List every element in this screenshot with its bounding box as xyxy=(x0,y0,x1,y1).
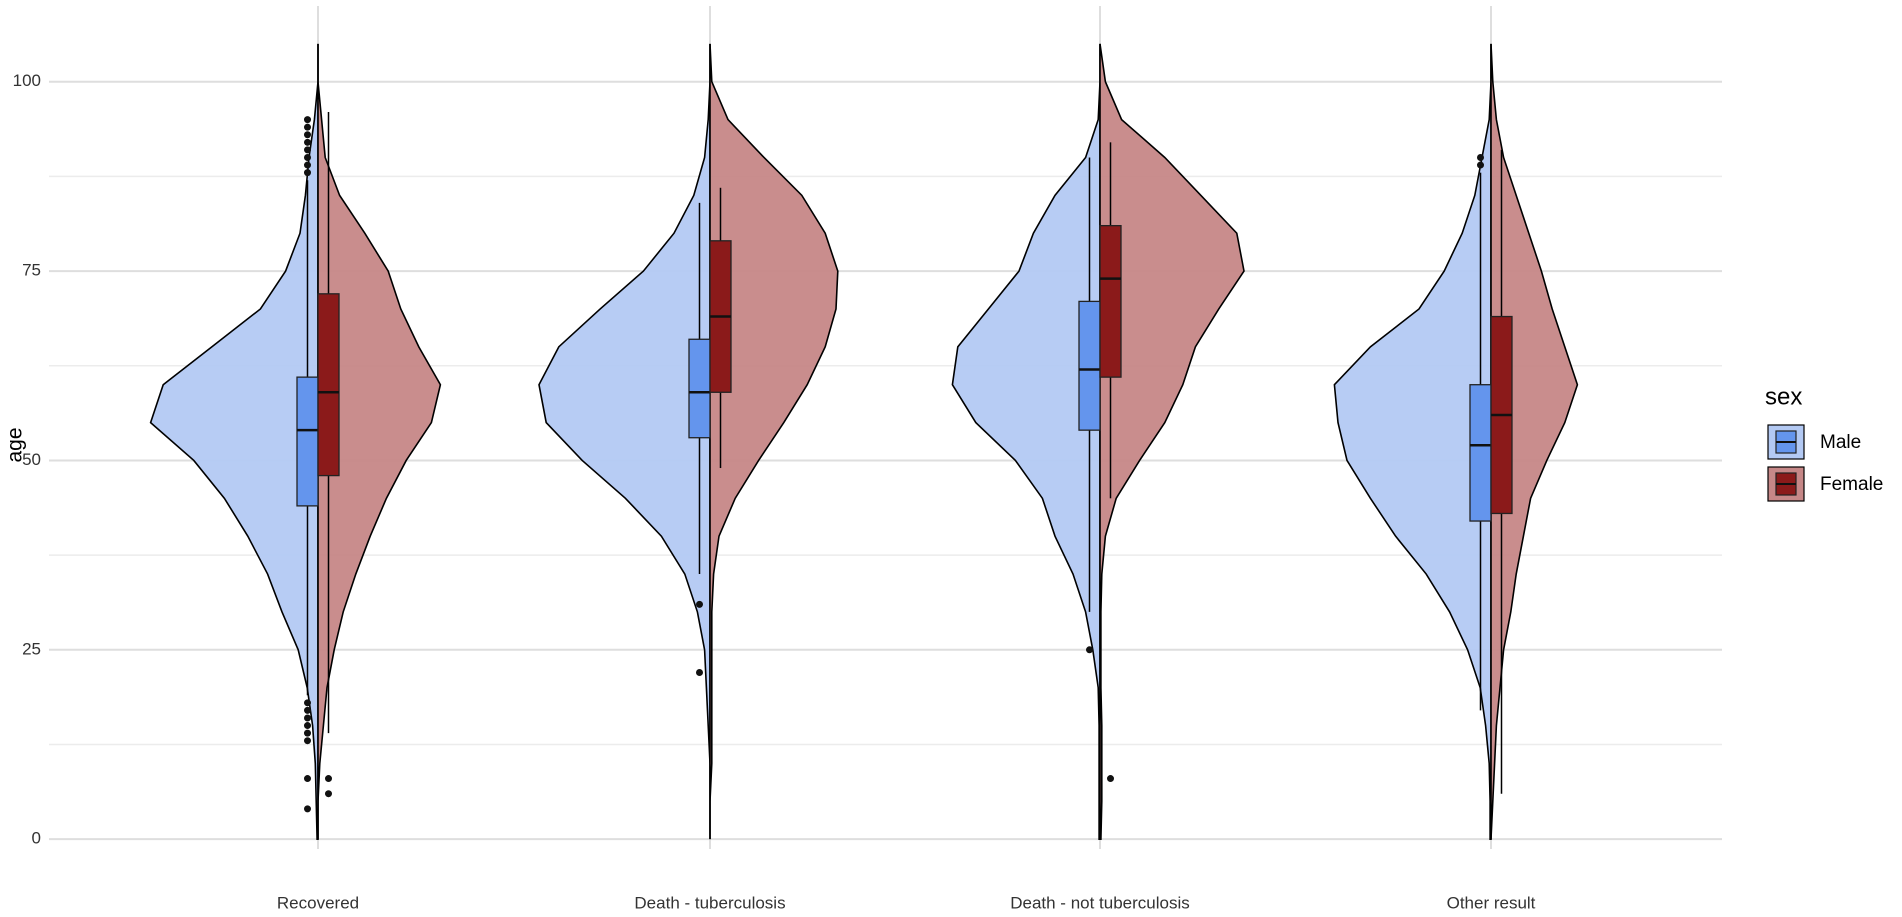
box xyxy=(688,338,711,439)
outlier xyxy=(1477,153,1484,161)
outlier xyxy=(696,600,703,608)
box xyxy=(317,293,340,477)
y-tick-label: 50 xyxy=(22,450,41,469)
y-axis-label: age xyxy=(4,427,27,462)
violin xyxy=(538,43,711,840)
outlier xyxy=(304,131,311,139)
x-tick-label: Death - not tuberculosis xyxy=(1010,893,1190,912)
x-tick-label: Other result xyxy=(1447,893,1536,912)
outlier xyxy=(304,729,311,737)
x-tick-label: Recovered xyxy=(277,893,359,912)
violin xyxy=(317,43,442,840)
outlier xyxy=(304,737,311,745)
x-tick-label: Death - tuberculosis xyxy=(634,893,785,912)
box xyxy=(1469,384,1492,522)
box xyxy=(1099,224,1122,378)
outlier xyxy=(304,805,311,813)
outlier xyxy=(304,722,311,730)
outlier xyxy=(304,706,311,714)
outlier xyxy=(304,146,311,154)
outlier xyxy=(304,714,311,722)
outlier xyxy=(304,116,311,124)
outlier xyxy=(325,775,332,783)
outlier xyxy=(696,669,703,677)
y-tick-label: 0 xyxy=(32,829,41,848)
y-tick-label: 25 xyxy=(22,639,41,658)
violin xyxy=(951,43,1101,840)
violin xyxy=(1333,43,1492,840)
outlier xyxy=(304,161,311,169)
y-tick-label: 75 xyxy=(22,261,41,280)
outlier xyxy=(304,153,311,161)
outlier xyxy=(304,699,311,707)
outlier xyxy=(1477,161,1484,169)
outlier xyxy=(325,790,332,798)
box xyxy=(1078,300,1101,431)
outlier xyxy=(1107,775,1114,783)
legend-title: sex xyxy=(1765,383,1802,410)
outlier xyxy=(304,123,311,131)
legend-label: Male xyxy=(1820,432,1861,453)
violin xyxy=(1490,43,1579,840)
outlier xyxy=(1086,646,1093,654)
violin xyxy=(709,43,839,840)
box xyxy=(296,376,319,507)
violin xyxy=(1099,43,1245,840)
legend-label: Female xyxy=(1820,474,1883,495)
violin xyxy=(149,43,319,840)
outlier xyxy=(304,775,311,783)
y-tick-label: 100 xyxy=(13,71,41,90)
outlier xyxy=(304,138,311,146)
outlier xyxy=(304,169,311,177)
